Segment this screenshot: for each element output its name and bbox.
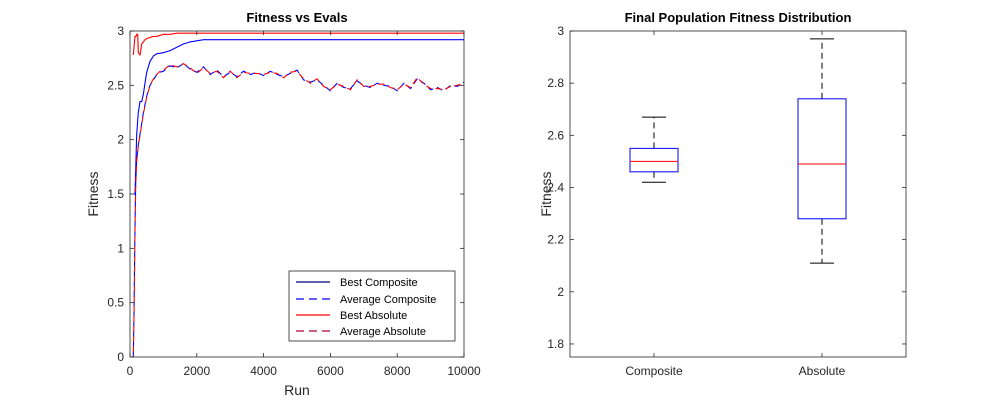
y-tick-label: 2.6 (547, 128, 564, 142)
fitness-vs-evals-chart: Fitness vs Evals 0 2000 4000 6000 8000 100000… (85, 10, 481, 398)
box-composite (629, 147, 679, 173)
y-tick-label: 1 (117, 241, 124, 255)
series-line-best-composite (133, 39, 464, 195)
chart2-title: Final Population Fitness Distribution (625, 10, 852, 25)
y-tick-label: 2.5 (107, 78, 124, 92)
x-tick-label: 10000 (447, 364, 481, 378)
y-tick-label: 3 (117, 24, 124, 38)
chart1-series-group (132, 32, 465, 358)
chart1-title: Fitness vs Evals (246, 10, 347, 25)
y-tick-label: 0 (117, 350, 124, 364)
chart2-axes: Composite Absolute 1.8 2 2.2 2.4 2.6 2.8 3 (547, 24, 907, 378)
y-tick-label: 1.5 (107, 187, 124, 201)
x-tick-label: 4000 (250, 364, 277, 378)
y-tick-label: 0.5 (107, 296, 124, 310)
y-tick-label: 3 (557, 24, 564, 38)
y-tick-label: 1.8 (547, 337, 564, 351)
legend-label-best-composite: Best Composite (340, 277, 418, 289)
x-tick-label: 8000 (384, 364, 411, 378)
x-tick-label: 2000 (183, 364, 210, 378)
series-line-best-absolute (132, 32, 464, 57)
fitness-distribution-chart: Final Population Fitness Distribution Co… (538, 10, 907, 378)
legend-box (288, 270, 456, 342)
axes-box-2 (569, 30, 907, 358)
chart1-ylabel: Fitness (85, 171, 101, 216)
category-label-absolute: Absolute (799, 364, 846, 378)
series-line-average-composite (132, 62, 465, 358)
chart2-boxes-group (629, 38, 847, 264)
legend-label-best-absolute: Best Absolute (340, 310, 407, 322)
y-tick-label: 2 (557, 285, 564, 299)
legend-label-average-absolute: Average Absolute (340, 326, 426, 338)
series-line-average-absolute (132, 62, 465, 358)
category-label-composite: Composite (625, 364, 683, 378)
chart2-ylabel: Fitness (538, 171, 554, 216)
chart1-xlabel: Run (284, 382, 310, 398)
y-tick-label: 2.2 (547, 233, 564, 247)
y-tick-label: 2 (117, 133, 124, 147)
x-tick-label: 0 (127, 364, 134, 378)
plot-area-2 (570, 31, 906, 357)
chart1-axes: 0 2000 4000 6000 8000 10000 0 0.5 1 1.5 2 2.5 3 (107, 24, 481, 378)
x-tick-label: 6000 (317, 364, 344, 378)
box-absolute (797, 98, 847, 220)
legend-label-average-composite: Average Composite (340, 294, 436, 306)
y-tick-label: 2.8 (547, 76, 564, 90)
chart1-legend: Best Composite Average Composite Best Ab… (288, 270, 456, 342)
y-tick-label: 2.4 (547, 180, 564, 194)
